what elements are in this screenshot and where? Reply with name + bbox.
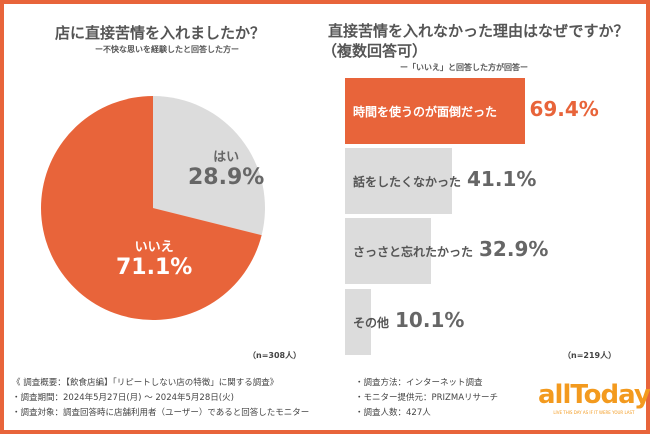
footer-left: 《 調査概要：【飲食店編】「リピートしない店の特徴」に関する調査》 ・調査期間：… (12, 376, 309, 421)
pie-value-yes: 28.9% (188, 165, 265, 190)
bar-value: 32.9% (479, 237, 549, 261)
bar-2 (345, 218, 431, 284)
survey-summary: 《 調査概要：【飲食店編】「リピートしない店の特徴」に関する調査》 (12, 378, 279, 388)
survey-method: ・調査方法：インターネット調査 (355, 378, 483, 388)
bar-category: 時間を使うのが面倒だった (353, 105, 498, 119)
bar-value: 10.1% (395, 308, 465, 332)
survey-count: ・調査人数：427人 (355, 408, 431, 418)
bar-category: さっさと忘れたかった (353, 245, 474, 259)
left-subtitle: ー不快な思いを経験したと回答した方ー (95, 45, 239, 54)
bar-label-2: さっさと忘れたかった 32.9% (353, 237, 548, 261)
right-title-line1: 直接苦情を入れなかった理由はなぜですか？ (328, 22, 629, 40)
right-sample-size: （n=219人） (563, 351, 617, 360)
logo-text: allToday (538, 380, 650, 410)
bar-0 (345, 78, 526, 144)
footer-right: ・調査方法：インターネット調査 ・モニター提供元：PRIZMAリサーチ ・調査人… (355, 376, 498, 421)
bar-category: その他 (353, 316, 390, 330)
bar-value: 69.4% (529, 97, 599, 121)
alltoday-logo: allToday LIVE THIS DAY AS IF IT WERE YOU… (538, 380, 650, 415)
pie-label-no: いいえ 71.1% (116, 236, 192, 280)
bar-label-0: 時間を使うのが面倒だった 69.4% (353, 97, 650, 121)
pie-category-no: いいえ (134, 240, 174, 255)
pie-slice-yes (153, 96, 265, 236)
survey-period: ・調査期間：2024年5月27日(月) ～ 2024年5月28日(火) (12, 393, 234, 403)
pie-category-yes: はい (213, 150, 240, 165)
bar-value: 41.1% (467, 167, 537, 191)
bar-label-1: 話をしたくなかった 41.1% (353, 167, 536, 191)
bar-1 (345, 148, 452, 214)
right-subtitle: ー「いいえ」と回答した方が回答ー (400, 63, 528, 72)
pie-slice-no (41, 96, 262, 320)
pie-value-no: 71.1% (116, 255, 193, 280)
logo-tagline: LIVE THIS DAY AS IF IT WERE YOUR LAST (553, 410, 635, 415)
bar-3 (345, 289, 372, 355)
left-title: 店に直接苦情を入れましたか？ (55, 24, 266, 42)
survey-provider: ・モニター提供元：PRIZMAリサーチ (355, 393, 499, 403)
pie-label-yes: はい 28.9% (188, 146, 264, 190)
bar-category: 話をしたくなかった (353, 175, 462, 189)
pie-chart (41, 96, 265, 320)
bar-label-3: その他 10.1% (353, 308, 464, 332)
left-sample-size: （n=308人） (248, 351, 302, 360)
right-title-line2: （複数回答可） (322, 42, 428, 60)
survey-target: ・調査対象：調査回答時に店舗利用者（ユーザー）であると回答したモニター (12, 408, 310, 418)
